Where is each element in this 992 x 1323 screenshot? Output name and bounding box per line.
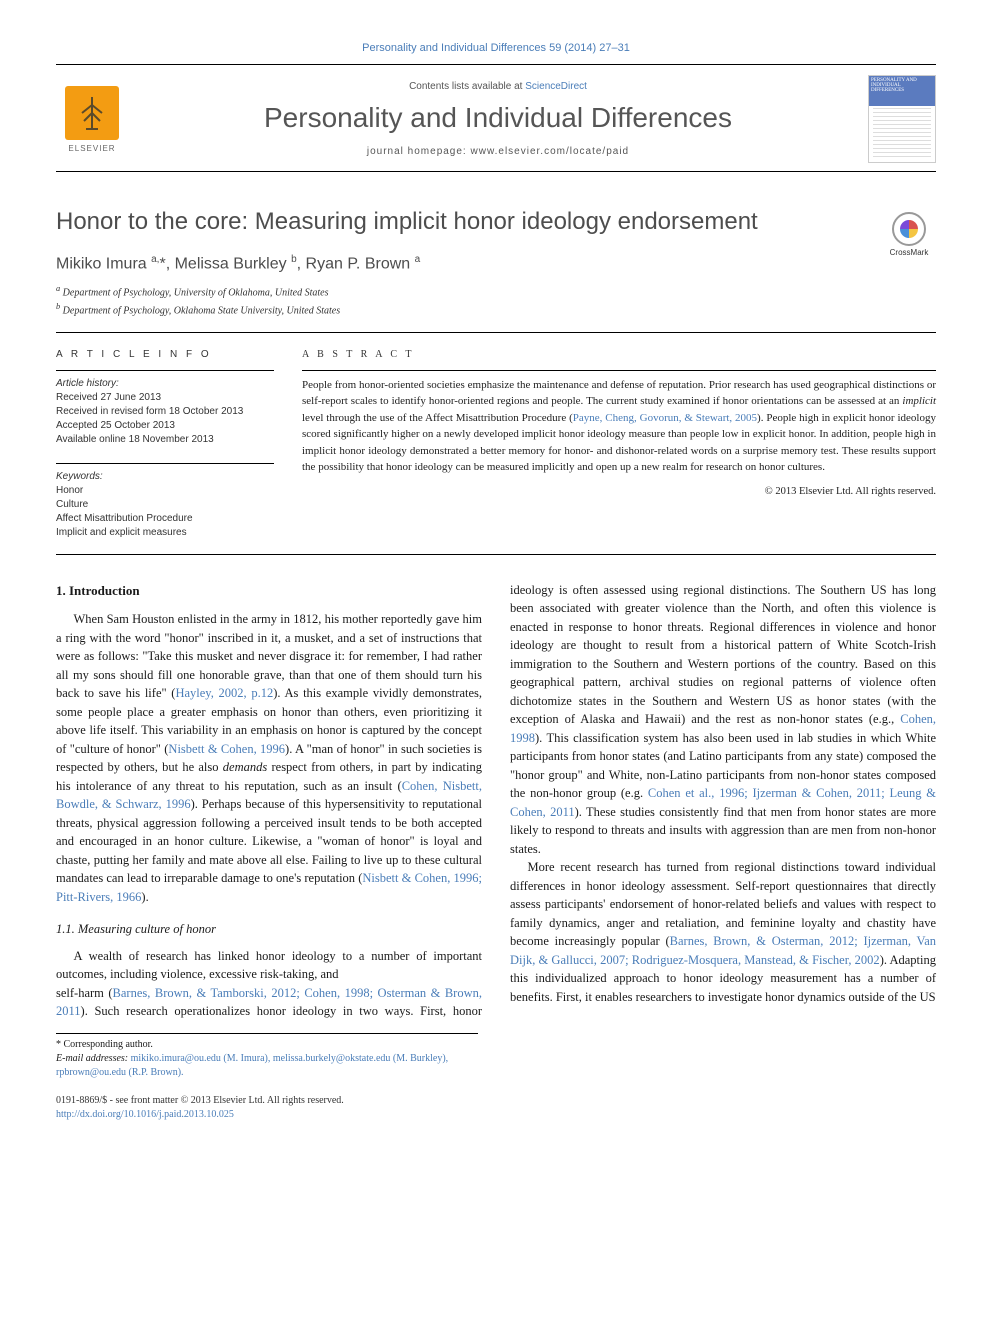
journal-cover-thumb: PERSONALITY AND INDIVIDUAL DIFFERENCES [868, 75, 936, 163]
section-1-heading: 1. Introduction [56, 581, 482, 600]
article-info-column: A R T I C L E I N F O Article history: R… [56, 349, 274, 540]
sciencedirect-link[interactable]: ScienceDirect [525, 81, 587, 92]
title-block: CrossMark Honor to the core: Measuring i… [56, 208, 936, 318]
history-revised: Received in revised form 18 October 2013 [56, 405, 274, 419]
history-accepted: Accepted 25 October 2013 [56, 419, 274, 433]
keyword-3: Implicit and explicit measures [56, 526, 274, 540]
abstract-ref[interactable]: Payne, Cheng, Govorun, & Stewart, 2005 [573, 412, 757, 424]
elsevier-name: ELSEVIER [68, 144, 115, 153]
corresponding-author: * Corresponding author. [56, 1038, 478, 1052]
masthead-center: Contents lists available at ScienceDirec… [140, 81, 856, 157]
masthead: ELSEVIER Contents lists available at Sci… [56, 64, 936, 172]
keywords-block: Keywords: Honor Culture Affect Misattrib… [56, 463, 274, 540]
abstract-copyright: © 2013 Elsevier Ltd. All rights reserved… [302, 486, 936, 497]
crossmark-icon [892, 212, 926, 246]
section-1-1-p3: More recent research has turned from reg… [510, 858, 936, 1006]
homepage-url[interactable]: www.elsevier.com/locate/paid [471, 146, 630, 157]
cover-title: PERSONALITY AND INDIVIDUAL DIFFERENCES [871, 78, 917, 93]
footer-meta: 0191-8869/$ - see front matter © 2013 El… [56, 1094, 478, 1122]
authors: Mikiko Imura a,*, Melissa Burkley b, Rya… [56, 254, 936, 273]
article-info-heading: A R T I C L E I N F O [56, 349, 274, 360]
elsevier-tree-icon [65, 86, 119, 140]
footnotes: * Corresponding author. E-mail addresses… [56, 1033, 478, 1080]
body-columns: 1. Introduction When Sam Houston enliste… [56, 581, 936, 1021]
section-1-p1: When Sam Houston enlisted in the army in… [56, 610, 482, 906]
keywords-label: Keywords: [56, 470, 274, 484]
keyword-0: Honor [56, 484, 274, 498]
article-title: Honor to the core: Measuring implicit ho… [56, 208, 936, 236]
doi-link[interactable]: http://dx.doi.org/10.1016/j.paid.2013.10… [56, 1109, 234, 1120]
contents-prefix: Contents lists available at [409, 81, 525, 92]
section-1-1-heading: 1.1. Measuring culture of honor [56, 920, 482, 939]
homepage-prefix: journal homepage: [367, 146, 471, 157]
journal-citation: Personality and Individual Differences 5… [56, 42, 936, 54]
info-abstract-row: A R T I C L E I N F O Article history: R… [56, 332, 936, 555]
journal-name: Personality and Individual Differences [140, 102, 856, 134]
section-1-1-p1: A wealth of research has linked honor id… [56, 947, 482, 984]
homepage-line: journal homepage: www.elsevier.com/locat… [140, 146, 856, 157]
email-addresses: E-mail addresses: mikiko.imura@ou.edu (M… [56, 1052, 478, 1080]
crossmark-label: CrossMark [882, 248, 936, 257]
keyword-1: Culture [56, 498, 274, 512]
abstract-heading: A B S T R A C T [302, 349, 936, 360]
elsevier-logo: ELSEVIER [56, 80, 128, 158]
affiliation-a: a Department of Psychology, University o… [56, 283, 936, 300]
keyword-2: Affect Misattribution Procedure [56, 512, 274, 526]
contents-line: Contents lists available at ScienceDirec… [140, 81, 856, 92]
affiliations: a Department of Psychology, University o… [56, 283, 936, 318]
affiliation-b: b Department of Psychology, Oklahoma Sta… [56, 301, 936, 318]
history-received: Received 27 June 2013 [56, 391, 274, 405]
crossmark-badge[interactable]: CrossMark [882, 212, 936, 257]
history-online: Available online 18 November 2013 [56, 433, 274, 447]
abstract-text: People from honor-oriented societies emp… [302, 377, 936, 476]
abstract-column: A B S T R A C T People from honor-orient… [302, 349, 936, 540]
history-label: Article history: [56, 377, 274, 391]
issn-line: 0191-8869/$ - see front matter © 2013 El… [56, 1094, 478, 1108]
